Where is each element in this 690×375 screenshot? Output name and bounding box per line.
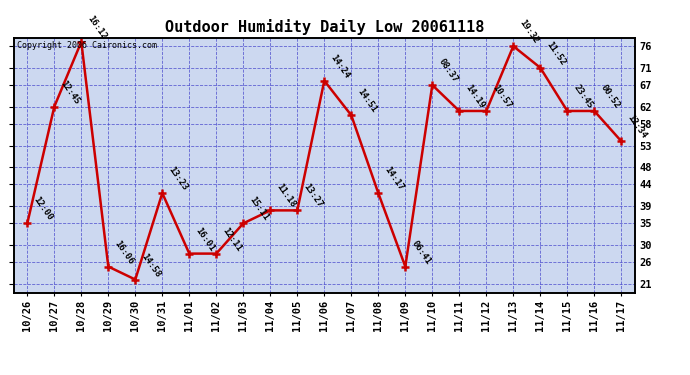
Text: 15:11: 15:11 <box>248 195 270 223</box>
Text: 10:57: 10:57 <box>491 83 513 110</box>
Text: 00:52: 00:52 <box>598 83 621 110</box>
Text: 12:00: 12:00 <box>32 195 55 223</box>
Text: 13:27: 13:27 <box>302 182 324 210</box>
Title: Outdoor Humidity Daily Low 20061118: Outdoor Humidity Daily Low 20061118 <box>165 19 484 35</box>
Text: 06:41: 06:41 <box>409 238 432 266</box>
Text: Copyright 2006 Caironics.com: Copyright 2006 Caironics.com <box>17 41 157 50</box>
Text: 14:58: 14:58 <box>139 252 162 279</box>
Text: 16:01: 16:01 <box>193 226 216 253</box>
Text: 14:24: 14:24 <box>328 53 351 80</box>
Text: 14:51: 14:51 <box>355 87 378 114</box>
Text: 12:11: 12:11 <box>221 226 244 253</box>
Text: 08:37: 08:37 <box>437 57 460 84</box>
Text: 13:23: 13:23 <box>166 165 189 192</box>
Text: 19:32: 19:32 <box>518 18 540 45</box>
Text: 12:45: 12:45 <box>59 79 81 106</box>
Text: 16:12: 16:12 <box>86 14 108 41</box>
Text: 14:17: 14:17 <box>382 165 405 192</box>
Text: 23:45: 23:45 <box>571 83 594 110</box>
Text: 11:52: 11:52 <box>544 40 567 67</box>
Text: 14:19: 14:19 <box>464 83 486 110</box>
Text: 16:06: 16:06 <box>112 238 135 266</box>
Text: 12:34: 12:34 <box>625 113 648 141</box>
Text: 11:18: 11:18 <box>275 182 297 210</box>
